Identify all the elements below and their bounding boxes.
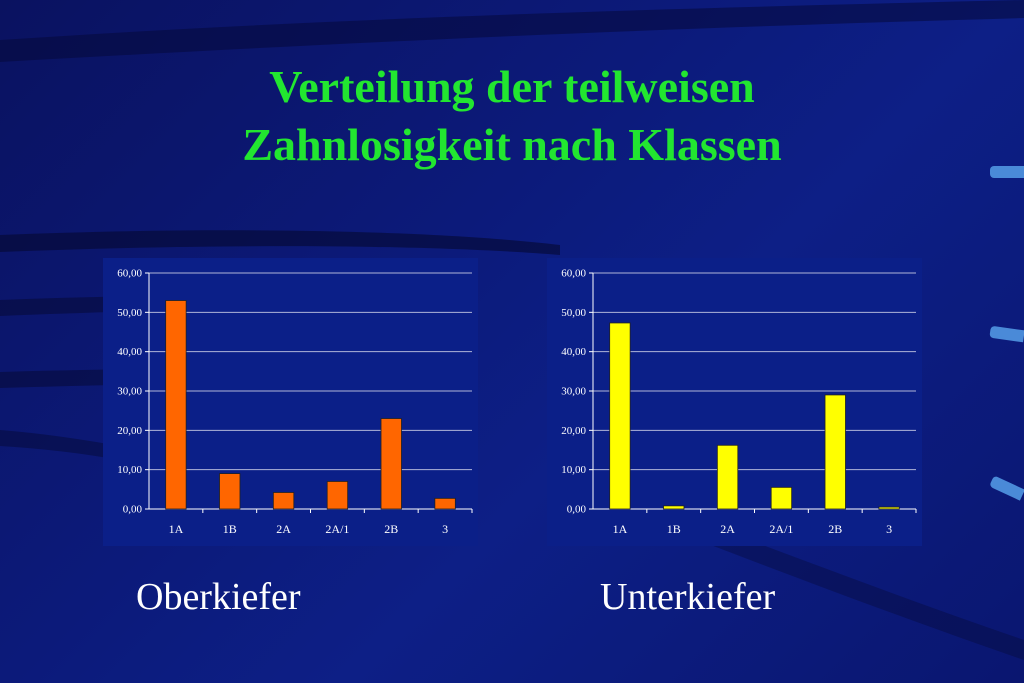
title-line-2: Zahnlosigkeit nach Klassen — [242, 119, 782, 170]
x-tick-label: 1B — [667, 522, 681, 536]
bar-1a — [165, 300, 187, 510]
x-tick-label: 3 — [886, 522, 892, 536]
bar-2a-1 — [770, 486, 793, 510]
x-tick-label: 2A — [720, 522, 735, 536]
caption-oberkiefer: Oberkiefer — [136, 576, 301, 618]
y-tick-label: 60,00 — [561, 268, 586, 280]
bar-3 — [878, 506, 900, 510]
x-tick-label: 2A — [276, 522, 291, 536]
x-tick-label: 2B — [828, 522, 842, 536]
x-tick-label: 1B — [223, 522, 237, 536]
y-tick-label: 20,00 — [117, 425, 142, 437]
bar-2a-1 — [326, 481, 349, 510]
y-tick-label: 30,00 — [117, 386, 142, 398]
bar-1b — [219, 473, 241, 510]
bar-2b — [824, 394, 846, 510]
y-tick-label: 30,00 — [561, 386, 586, 398]
y-tick-label: 20,00 — [561, 425, 586, 437]
x-tick-label: 2B — [384, 522, 398, 536]
caption-unterkiefer: Unterkiefer — [600, 576, 776, 618]
x-tick-label: 2A/1 — [769, 522, 793, 536]
bar-2a — [272, 492, 295, 510]
bar-1b — [663, 505, 685, 510]
y-tick-label: 40,00 — [561, 346, 586, 358]
chart-oberkiefer-svg: 0,00 10,00 20,00 30,00 40,00 50,00 60,00 1A 1B 2A… — [117, 268, 473, 536]
y-tick-label: 10,00 — [117, 464, 142, 476]
bar-3 — [434, 497, 456, 510]
chart-unterkiefer-svg: 0,00 10,00 20,00 30,00 40,00 50,00 60,00 1A 1B 2A… — [561, 268, 917, 536]
y-tick-label: 0,00 — [567, 504, 587, 516]
bar-2a — [716, 444, 739, 510]
x-tick-label: 1A — [169, 522, 184, 536]
y-tick-label: 50,00 — [117, 307, 142, 319]
slide-title: Verteilung der teilweisen Zahnlosigkeit … — [0, 58, 1024, 174]
x-tick-label: 3 — [442, 522, 448, 536]
y-tick-label: 0,00 — [123, 504, 143, 516]
y-tick-label: 40,00 — [117, 346, 142, 358]
title-line-1: Verteilung der teilweisen — [269, 61, 755, 112]
chart-oberkiefer: 0,00 10,00 20,00 30,00 40,00 50,00 60,00 1A 1B 2A… — [103, 258, 478, 546]
y-tick-label: 10,00 — [561, 464, 586, 476]
x-tick-label: 2A/1 — [325, 522, 349, 536]
x-tick-label: 1A — [613, 522, 628, 536]
y-tick-label: 50,00 — [561, 307, 586, 319]
chart-unterkiefer: 0,00 10,00 20,00 30,00 40,00 50,00 60,00 1A 1B 2A… — [547, 258, 922, 546]
decor-mark — [990, 166, 1024, 178]
bar-1a — [609, 322, 631, 510]
bar-2b — [380, 418, 402, 510]
y-tick-label: 60,00 — [117, 268, 142, 280]
